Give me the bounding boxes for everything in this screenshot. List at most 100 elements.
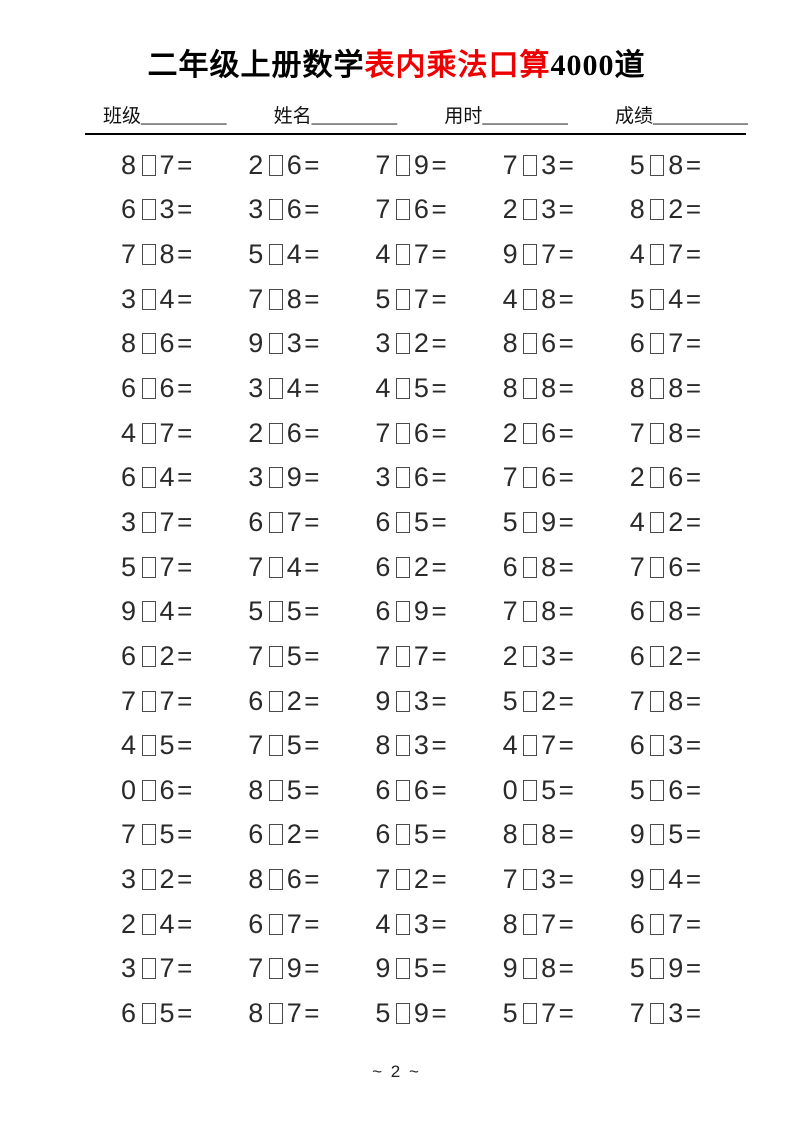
equals-sign: = [685, 462, 701, 493]
missing-glyph-operator-box [141, 824, 156, 846]
operand-a: 6 [248, 685, 264, 716]
operand-a: 7 [121, 685, 137, 716]
equals-sign: = [304, 462, 320, 493]
operand-b: 3 [413, 685, 430, 716]
operand-b: 5 [541, 774, 557, 805]
equals-sign: = [558, 953, 574, 984]
problem-cell: 6 2 = [248, 679, 375, 724]
equals-sign: = [558, 283, 574, 314]
operand-a: 7 [248, 283, 264, 314]
missing-glyph-operator-box [650, 645, 665, 667]
equals-sign: = [685, 283, 701, 314]
equals-sign: = [304, 551, 320, 582]
operand-a: 6 [629, 908, 646, 939]
missing-glyph-operator-box [268, 913, 283, 935]
missing-glyph-operator-box [268, 735, 283, 757]
equals-sign: = [558, 730, 574, 761]
problem-cell: 3 7 = [121, 500, 248, 545]
equals-sign: = [431, 551, 447, 582]
operand-a: 7 [502, 149, 519, 180]
operand-a: 7 [121, 239, 137, 270]
info-label-name: 姓名 [273, 106, 312, 127]
problem-cell: 7 7 = [121, 679, 248, 724]
operand-b: 8 [541, 551, 557, 582]
equals-sign: = [431, 774, 447, 805]
equals-sign: = [431, 283, 447, 314]
missing-glyph-operator-box [523, 958, 538, 980]
header-separator-line [85, 133, 746, 135]
equals-sign: = [685, 194, 701, 225]
page-title: 二年级上册数学表内乘法口算4000道 [0, 40, 793, 84]
operand-a: 9 [502, 953, 519, 984]
operand-a: 7 [375, 417, 391, 448]
problem-cell: 3 6 = [375, 455, 502, 500]
problem-cell: 7 4 = [248, 545, 375, 590]
problem-cell: 7 8 = [248, 277, 375, 322]
operand-b: 9 [286, 462, 303, 493]
problem-cell: 5 4 = [248, 232, 375, 277]
missing-glyph-operator-box [268, 467, 283, 489]
missing-glyph-operator-box [141, 422, 156, 444]
problem-cell: 6 5 = [375, 500, 502, 545]
operand-a: 7 [629, 997, 646, 1028]
missing-glyph-operator-box [395, 645, 410, 667]
operand-a: 2 [121, 908, 137, 939]
problem-cell: 4 7 = [375, 232, 502, 277]
operand-b: 5 [159, 997, 176, 1028]
operand-b: 3 [668, 730, 684, 761]
operand-b: 5 [159, 730, 176, 761]
operand-a: 9 [248, 328, 264, 359]
equals-sign: = [685, 596, 701, 627]
problem-cell: 9 3 = [375, 679, 502, 724]
operand-b: 5 [286, 730, 303, 761]
missing-glyph-operator-box [523, 601, 538, 623]
problem-cell: 8 8 = [630, 366, 757, 411]
equals-sign: = [177, 328, 193, 359]
equals-sign: = [177, 730, 193, 761]
missing-glyph-operator-box [523, 869, 538, 891]
missing-glyph-operator-box [395, 779, 410, 801]
missing-glyph-operator-box [650, 378, 665, 400]
problem-cell: 7 3 = [503, 143, 630, 188]
equals-sign: = [177, 774, 193, 805]
operand-b: 6 [413, 194, 430, 225]
problem-cell: 4 7 = [121, 411, 248, 456]
operand-a: 8 [629, 194, 646, 225]
operand-b: 3 [668, 997, 684, 1028]
missing-glyph-operator-box [650, 913, 665, 935]
operand-a: 2 [629, 462, 646, 493]
operand-b: 8 [541, 596, 557, 627]
problem-cell: 6 5 = [121, 991, 248, 1036]
problem-cell: 9 4 = [630, 857, 757, 902]
operand-a: 8 [248, 864, 264, 895]
missing-glyph-operator-box [650, 467, 665, 489]
operand-b: 5 [413, 953, 430, 984]
missing-glyph-operator-box [650, 556, 665, 578]
problem-cell: 9 5 = [375, 947, 502, 992]
missing-glyph-operator-box [141, 913, 156, 935]
problem-cell: 7 8 = [121, 232, 248, 277]
operand-b: 3 [541, 149, 557, 180]
problem-cell: 8 6 = [503, 322, 630, 367]
equals-sign: = [431, 462, 447, 493]
equals-sign: = [177, 194, 193, 225]
problem-cell: 7 9 = [375, 143, 502, 188]
equals-sign: = [558, 149, 574, 180]
operand-b: 7 [541, 730, 557, 761]
equals-sign: = [431, 506, 447, 537]
missing-glyph-operator-box [141, 511, 156, 533]
problem-cell: 2 6 = [248, 143, 375, 188]
missing-glyph-operator-box [395, 913, 410, 935]
operand-a: 6 [375, 551, 391, 582]
operand-b: 7 [668, 328, 684, 359]
missing-glyph-operator-box [141, 601, 156, 623]
problem-cell: 9 8 = [503, 947, 630, 992]
equals-sign: = [304, 417, 320, 448]
operand-a: 7 [502, 596, 519, 627]
operand-a: 4 [502, 283, 519, 314]
operand-a: 7 [375, 640, 391, 671]
missing-glyph-operator-box [650, 511, 665, 533]
problem-cell: 2 3 = [503, 188, 630, 233]
operand-a: 6 [121, 462, 137, 493]
equals-sign: = [558, 417, 574, 448]
